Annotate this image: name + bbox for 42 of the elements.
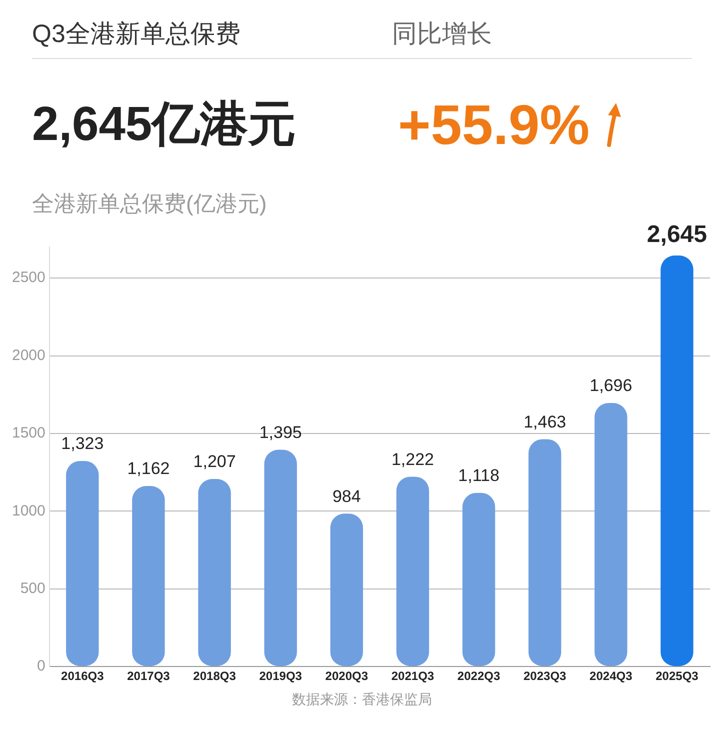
data-label: 1,395: [259, 422, 302, 442]
text: +55.9%: [398, 92, 590, 156]
data-label: 1,463: [524, 412, 566, 432]
data-label: 1,207: [193, 452, 236, 472]
y-tick-label: 500: [20, 580, 46, 598]
y-tick-label: 0: [37, 658, 46, 675]
data-label: 1,162: [127, 459, 170, 478]
bar: [528, 439, 562, 666]
x-tick-label: 2019Q3: [259, 669, 302, 684]
data-label: 1,222: [391, 450, 434, 469]
bar: [264, 450, 297, 666]
x-tick-label: 2016Q3: [61, 669, 104, 684]
y-tick-label: 2500: [12, 269, 46, 286]
y-axis-title: 全港新单总保费(亿港元): [32, 190, 268, 217]
data-label: 1,696: [590, 376, 632, 396]
x-tick-label: 2022Q3: [457, 669, 500, 684]
bar: [396, 476, 430, 666]
y-tick-label: 1000: [12, 502, 46, 520]
text: 2,645亿港元: [32, 97, 298, 153]
source-note: 数据来源：香港保监局: [291, 691, 433, 709]
data-label: 1,323: [61, 434, 104, 454]
text: 同比增长: [392, 18, 492, 50]
bar: [66, 460, 99, 666]
data-label: 984: [332, 486, 361, 506]
x-tick-label: 2023Q3: [523, 669, 567, 684]
chart-title: Q3全港新单总保费: [32, 18, 242, 50]
data-label: 1,118: [458, 466, 500, 486]
data-label: 2,645: [646, 221, 707, 248]
bar: [462, 492, 496, 666]
x-tick-label: 2017Q3: [127, 669, 170, 684]
x-tick-label: 2021Q3: [391, 669, 434, 684]
bar: [132, 486, 165, 666]
bar: [660, 256, 694, 666]
x-tick-label: 2025Q3: [656, 669, 699, 684]
y-tick-label: 2000: [12, 346, 46, 364]
x-tick-label: 2024Q3: [590, 669, 633, 684]
y-tick-label: 1500: [12, 424, 46, 442]
bar: [330, 514, 364, 666]
x-tick-label: 2020Q3: [325, 669, 368, 684]
x-tick-label: 2018Q3: [193, 669, 236, 684]
bar: [198, 479, 231, 666]
bar: [594, 403, 628, 666]
